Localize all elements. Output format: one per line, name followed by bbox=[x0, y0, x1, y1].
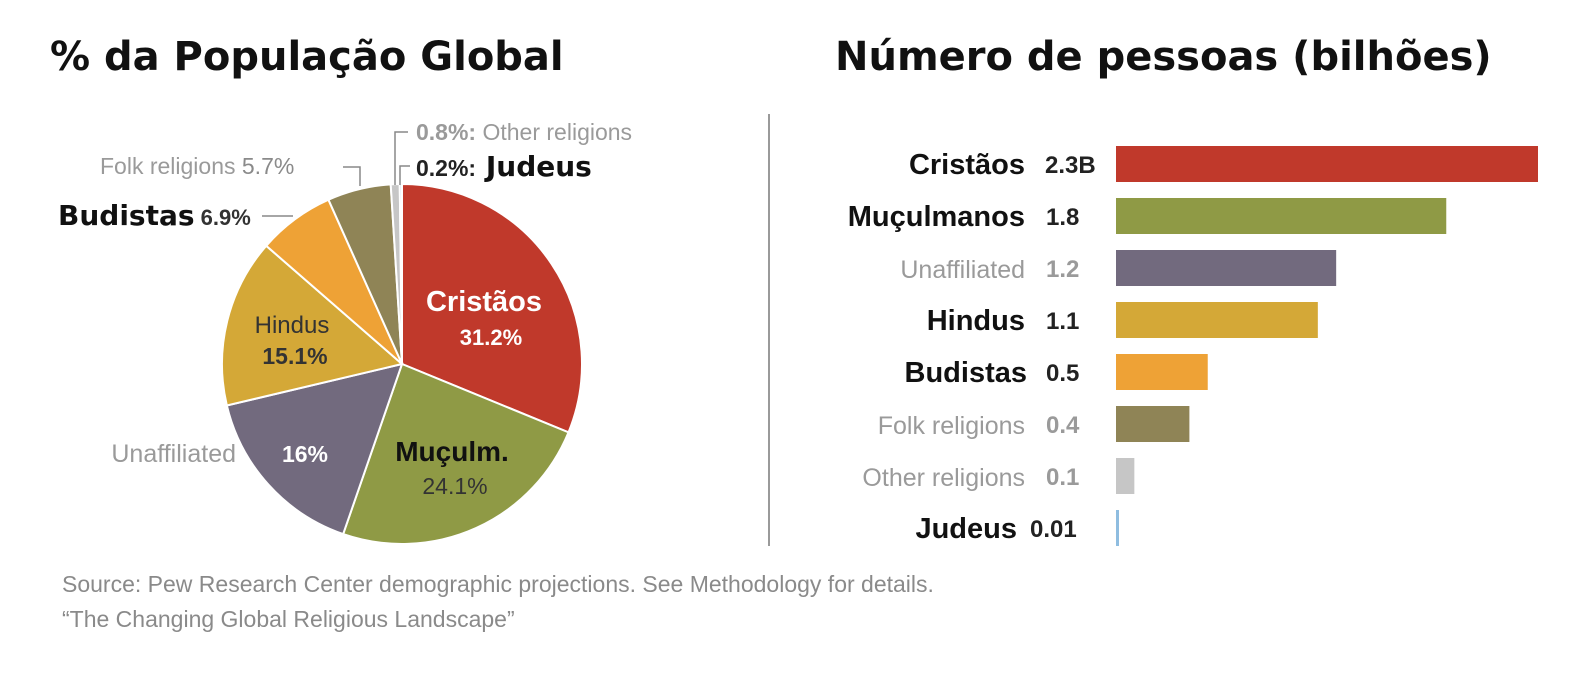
pie-callout-judeus: 0.2%: Judeus bbox=[416, 150, 592, 183]
pie-label-budistas: Budistas bbox=[58, 199, 195, 232]
pie-value-folk-religions: 5.7% bbox=[236, 153, 295, 179]
bar-label-unaffiliated: Unaffiliated bbox=[900, 256, 1025, 284]
pie-slice-unaffiliated bbox=[225, 362, 404, 536]
bar-value-hindus: 1.1 bbox=[1046, 308, 1079, 335]
pie-chart: Cristãos 31.2% Muçulm. 24.1% 16% Unaffiliated… bbox=[58, 119, 632, 545]
source-report-title: “The Changing Global Religious Landscape… bbox=[62, 606, 515, 632]
bar-value-muculmanos: 1.8 bbox=[1046, 204, 1079, 231]
pie-value-unaffiliated: 16% bbox=[282, 441, 328, 467]
chart-divider bbox=[768, 114, 770, 546]
pie-label-cristaos: Cristãos bbox=[426, 286, 542, 318]
bar-label-judeus: Judeus bbox=[915, 513, 1017, 545]
pie-label-judeus: Judeus bbox=[476, 150, 592, 183]
leader-line-judeus bbox=[399, 165, 410, 185]
pie-value-cristaos: 31.2% bbox=[460, 325, 522, 350]
pie-label-other-religions: Other religions bbox=[476, 119, 632, 145]
pie-slice-cristaos bbox=[401, 182, 583, 434]
leader-line-other-religions bbox=[394, 131, 408, 185]
bar-label-hindus: Hindus bbox=[927, 305, 1025, 337]
bar-judeus bbox=[1116, 510, 1119, 546]
pie-value-other-religions: 0.8%: bbox=[416, 119, 476, 145]
bar-cristaos bbox=[1116, 146, 1538, 182]
bar-chart: 2.3B Cristãos 1.8 Muçulmanos 1.2 Unaffiliated… bbox=[848, 146, 1538, 546]
bar-value-other-religions: 0.1 bbox=[1046, 464, 1079, 491]
bar-other-religions bbox=[1116, 458, 1135, 494]
pie-callout-other-religions: 0.8%: Other religions bbox=[416, 119, 632, 145]
bar-muculmanos bbox=[1116, 198, 1447, 234]
pie-callout-folk-religions: Folk religions 5.7% bbox=[100, 153, 294, 179]
bar-unaffiliated bbox=[1116, 250, 1337, 286]
bar-label-cristaos: Cristãos bbox=[909, 149, 1025, 181]
bar-hindus bbox=[1116, 302, 1318, 338]
pie-label-folk-religions: Folk religions bbox=[100, 153, 236, 179]
pie-callout-budistas: Budistas 6.9% bbox=[58, 199, 251, 232]
bar-label-other-religions: Other religions bbox=[862, 464, 1025, 492]
bar-label-budistas: Budistas bbox=[905, 357, 1027, 389]
pie-label-muculm: Muçulm. bbox=[395, 436, 509, 467]
bar-chart-title: Número de pessoas (bilhões) bbox=[835, 34, 1492, 80]
bar-budistas bbox=[1116, 354, 1208, 390]
bar-value-judeus: 0.01 bbox=[1030, 516, 1077, 543]
pie-value-budistas: 6.9% bbox=[195, 205, 251, 230]
bar-value-folk-religions: 0.4 bbox=[1046, 412, 1080, 439]
leader-line-folk-religions bbox=[343, 166, 361, 186]
bar-label-muculmanos: Muçulmanos bbox=[848, 201, 1025, 233]
pie-label-hindus: Hindus bbox=[255, 312, 330, 339]
pie-value-hindus: 15.1% bbox=[262, 343, 327, 369]
bar-value-cristaos: 2.3B bbox=[1045, 152, 1096, 179]
pie-slice-muculm bbox=[341, 362, 570, 545]
pie-slice-hindus bbox=[220, 244, 405, 407]
pie-value-muculm: 24.1% bbox=[422, 473, 487, 499]
bar-value-unaffiliated: 1.2 bbox=[1046, 256, 1079, 283]
bar-value-budistas: 0.5 bbox=[1046, 360, 1079, 387]
bar-label-folk-religions: Folk religions bbox=[878, 412, 1025, 440]
pie-label-unaffiliated: Unaffiliated bbox=[111, 440, 236, 468]
pie-value-judeus: 0.2%: bbox=[416, 155, 476, 181]
pie-chart-title: % da População Global bbox=[50, 34, 564, 80]
bar-folk-religions bbox=[1116, 406, 1190, 442]
source-note: Source: Pew Research Center demographic … bbox=[62, 571, 934, 597]
